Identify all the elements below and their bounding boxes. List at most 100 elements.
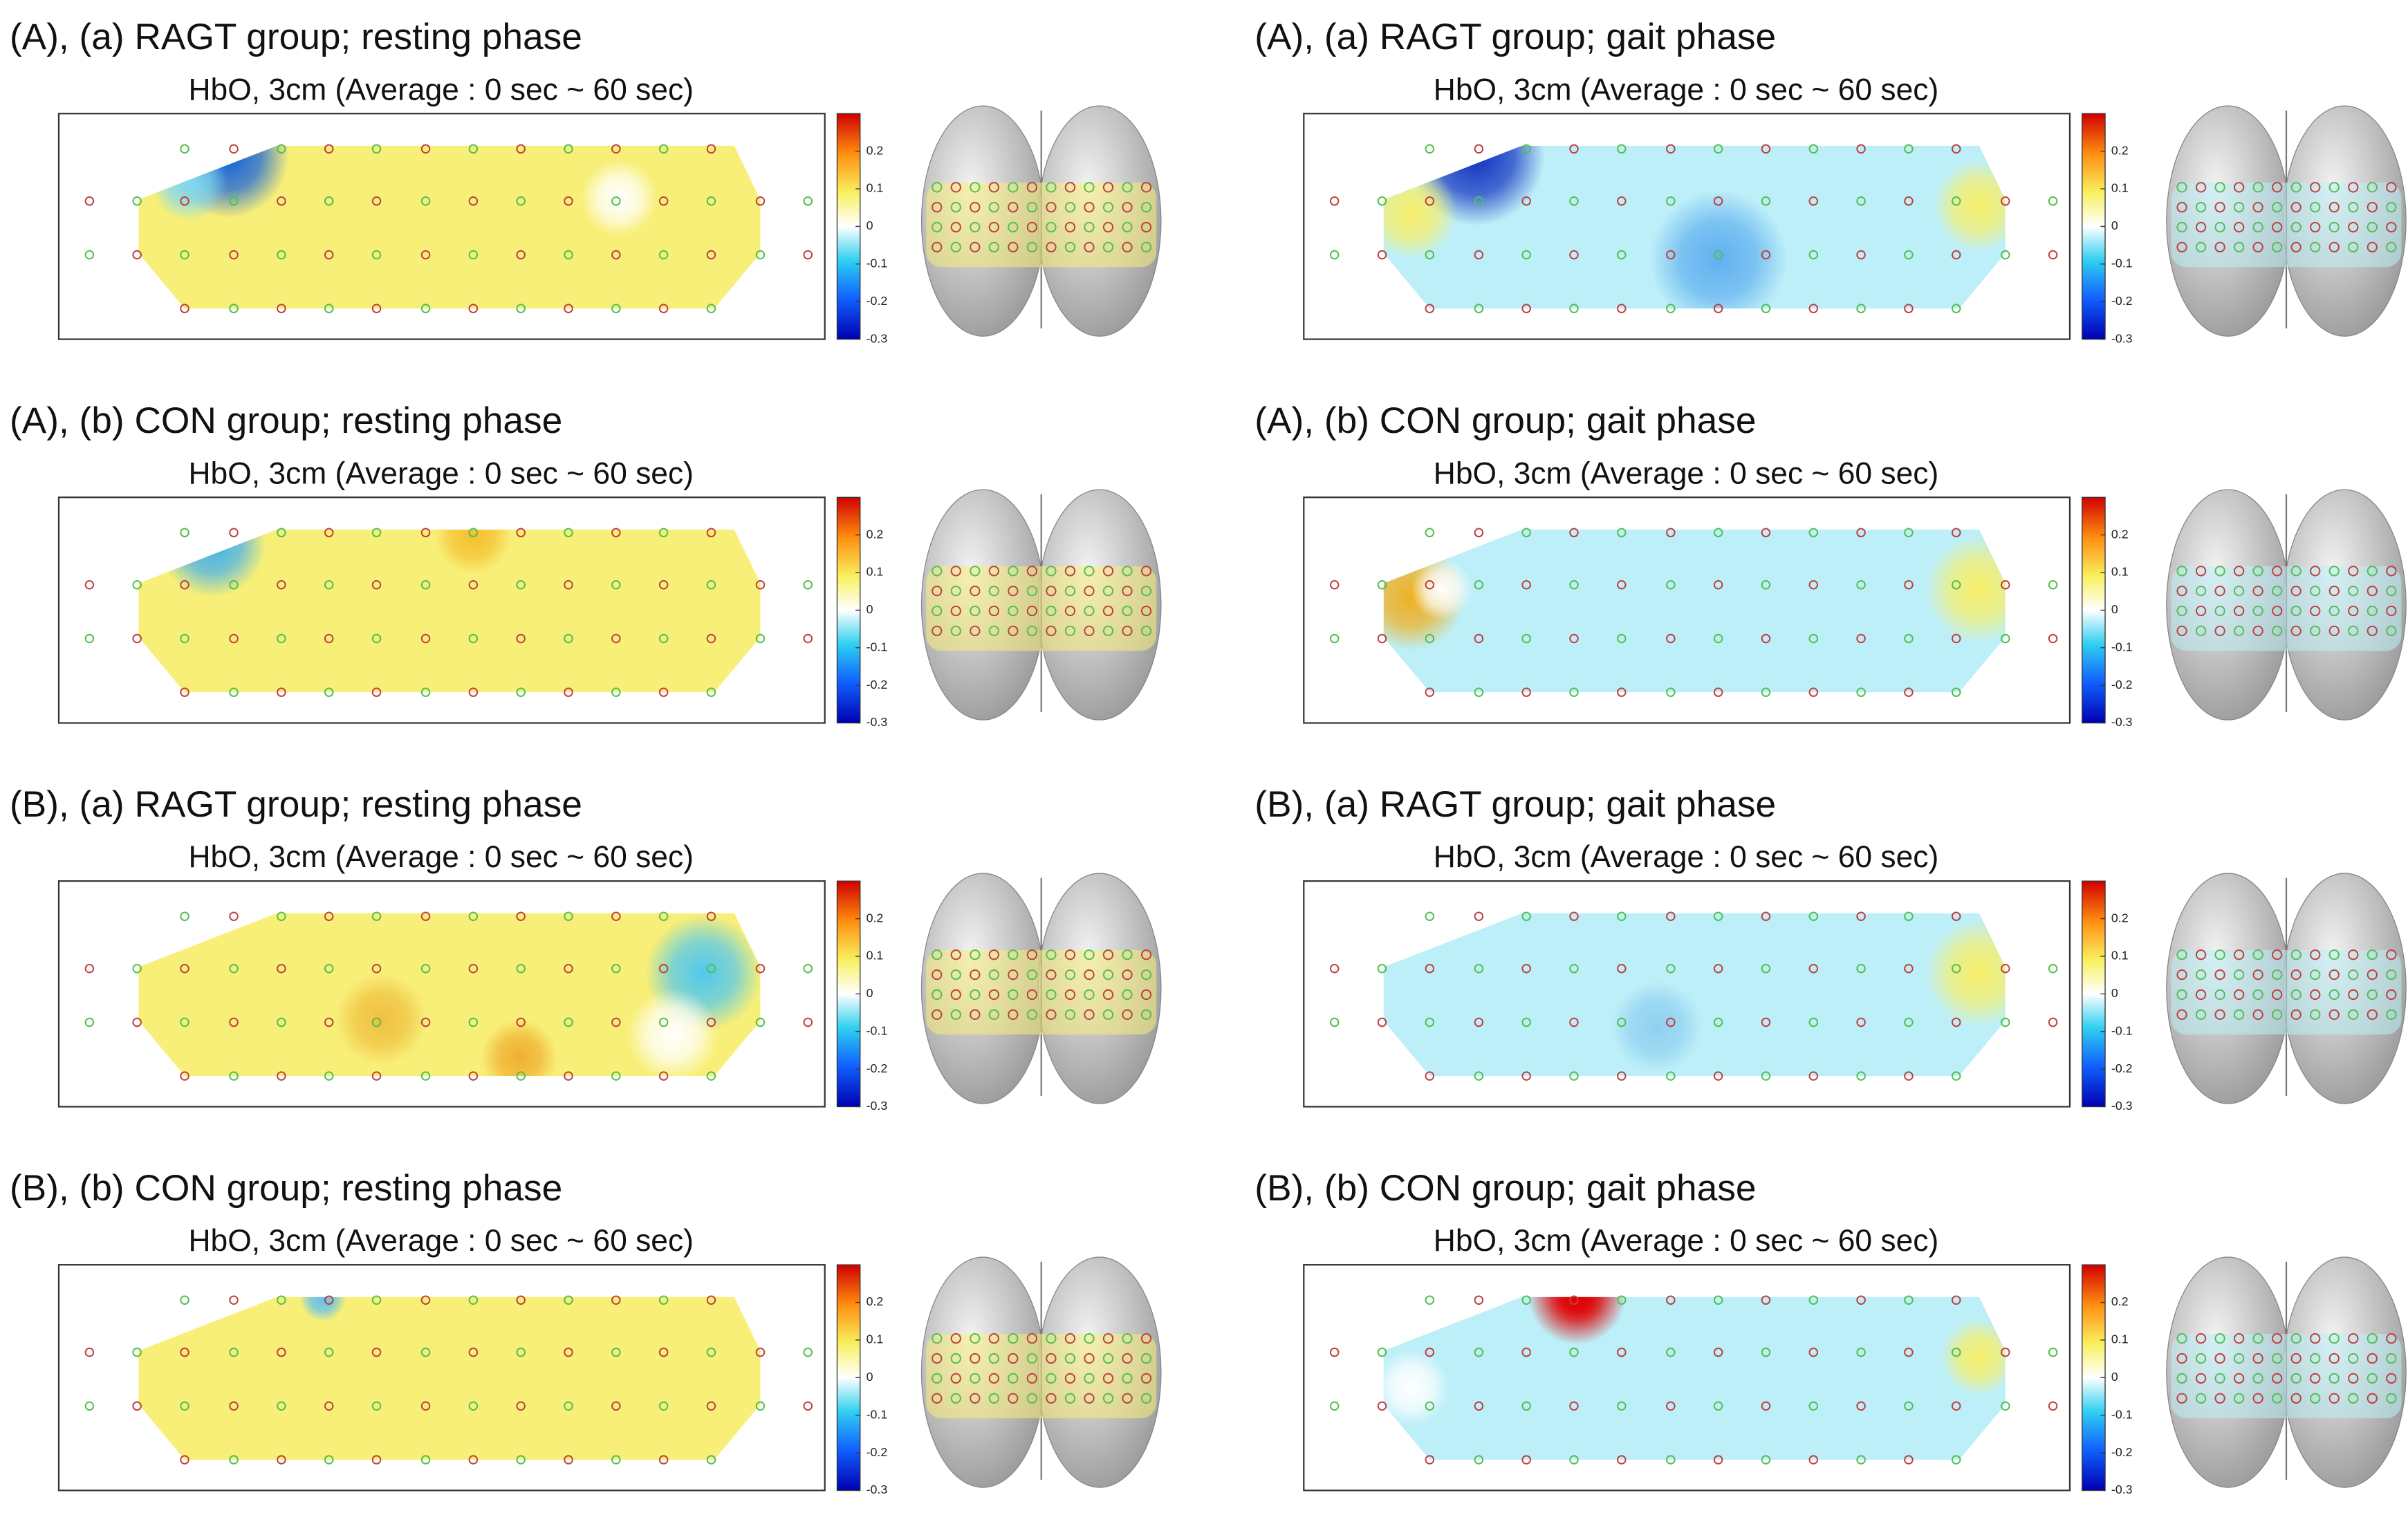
brain-channel [2195,585,2207,597]
brain-channel [1084,585,1095,597]
brain-channel [2233,566,2245,577]
channel [1425,1347,1435,1357]
topomap [1383,913,2006,1077]
channel [277,250,286,260]
activation-blob [1383,1349,1450,1426]
brain-channel [2214,202,2225,213]
brain-channel [1064,969,1076,980]
brain-channel [2252,221,2263,233]
channel [1713,633,1723,644]
brain-channel [2328,585,2340,597]
brain-channel [2328,1353,2340,1364]
channel [516,911,526,922]
channel [1521,579,1531,590]
channel [1856,144,1866,154]
brain-channel [2272,605,2283,617]
channel [1808,144,1819,154]
channel [1569,1455,1579,1465]
brain-channel [1008,605,1019,617]
channel [2048,963,2058,974]
channel [1329,579,1340,590]
channel [706,633,716,644]
channel [611,579,621,590]
channel [611,633,621,644]
channel [180,633,189,644]
channel [84,579,95,590]
brain-channel [2386,1333,2397,1344]
channel [277,1017,286,1028]
brain-channel [2195,605,2207,617]
activation-blob [1528,1296,1627,1345]
brain-channel [988,585,999,597]
blobs [1611,919,2006,1073]
channel [1474,1401,1484,1411]
brain-channel [1122,1393,1133,1404]
brain-channel [2233,949,2245,960]
channel [229,144,239,154]
brain-channel [1026,989,1038,1001]
brain-channel [2367,1373,2378,1384]
brain-channel [932,1333,943,1344]
channel [1904,196,1914,206]
channel [1617,1347,1627,1357]
channel [1617,528,1627,538]
blobs [1383,1296,2006,1426]
channel [180,1071,189,1081]
brain-channel [1026,1333,1038,1344]
colorbar-tick-label: -0.2 [867,1445,888,1459]
channel [1617,196,1627,206]
brain-channel [2348,949,2359,960]
brain-channel [1084,221,1095,233]
channel [277,528,286,538]
brain-channel [2348,605,2359,617]
brain-channel [2252,1393,2263,1404]
activation-blob [434,529,512,575]
channel [420,250,431,260]
channel [468,911,479,922]
brain-channel [1026,949,1038,960]
panel-title: (A), (b) CON group; gait phase [1254,400,1756,441]
channel [229,1071,239,1081]
brain-channel [2367,1353,2378,1364]
channel [1666,144,1676,154]
channel [1951,1455,1961,1465]
channel [1856,911,1866,922]
channel [1377,250,1387,260]
brain-channel [2328,1333,2340,1344]
brain-channel [1084,625,1095,637]
brain-channel [1102,605,1114,617]
channel [1617,1455,1627,1465]
channel [2000,963,2010,974]
channel [1713,1347,1723,1357]
brain-channel [1140,1373,1152,1384]
brain-channel [988,1373,999,1384]
channel [420,1401,431,1411]
brain-channel [1122,949,1133,960]
channel [658,528,669,538]
brain-channel [2272,1009,2283,1020]
brain-channel [2214,1373,2225,1384]
channel [324,1017,334,1028]
brain-channel [2214,566,2225,577]
brain-channel [2272,202,2283,213]
brain-channel [2214,585,2225,597]
channel [658,1347,669,1357]
channel [1951,250,1961,260]
channel [180,911,189,922]
channel [229,304,239,313]
channel [1666,1017,1676,1028]
brain-channel [2328,1393,2340,1404]
channel [277,579,286,590]
channel [371,1071,382,1081]
brain-channel [932,625,943,637]
brain-channel [2233,585,2245,597]
brain-channel [1008,1353,1019,1364]
brain-channel [2176,182,2187,193]
channel [1425,911,1435,922]
brain-channel [988,182,999,193]
channel [2000,196,2010,206]
channel [2000,633,2010,644]
brain-channel [2310,1333,2321,1344]
channel [468,1347,479,1357]
channel [706,1347,716,1357]
